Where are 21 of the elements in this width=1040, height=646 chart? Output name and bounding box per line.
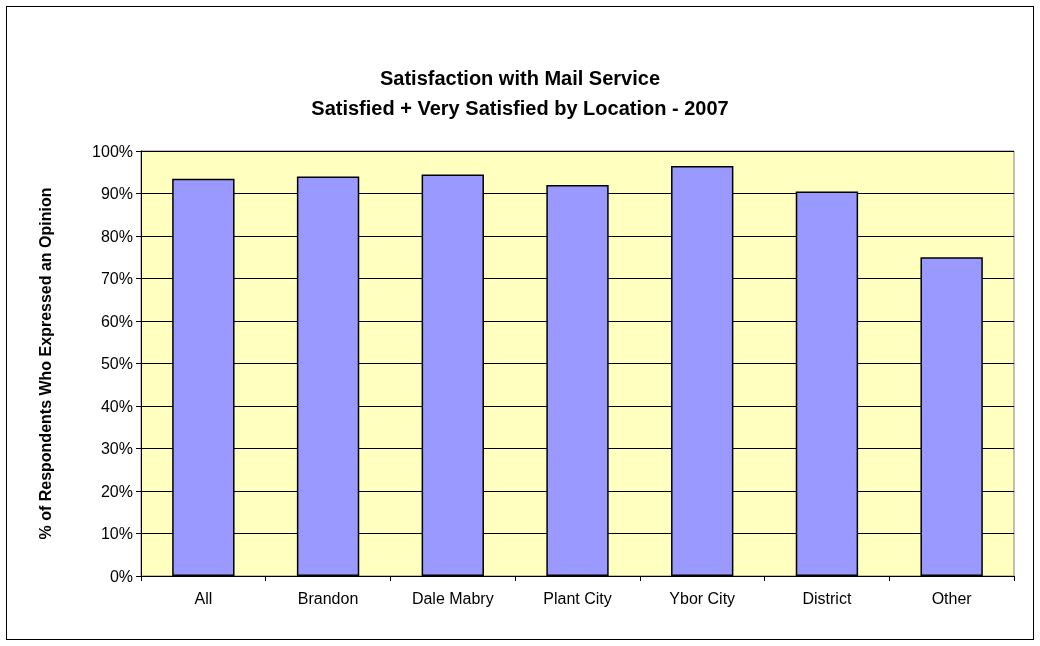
x-tick-label: Plant City: [543, 589, 612, 607]
x-tick-label: All: [194, 589, 213, 607]
x-tick-label: Dale Mabry: [411, 589, 494, 607]
y-tick-label: 80%: [100, 227, 133, 245]
y-tick-label: 100%: [92, 142, 133, 160]
y-tick-label: 90%: [100, 185, 133, 202]
chart-subtitle: Satisfied + Very Satisfied by Location - 2007: [311, 97, 729, 119]
chart-title: Satisfaction with Mail Service: [379, 67, 661, 89]
y-axis-title: % of Respondents Who Expressed an Opinion: [36, 187, 54, 540]
y-tick-label: 0%: [109, 567, 133, 585]
x-tick-label: District: [802, 589, 852, 607]
y-tick-label: 30%: [100, 440, 133, 457]
y-tick-label: 50%: [100, 355, 133, 372]
x-tick-label: Other: [931, 589, 973, 607]
x-tick-label: Brandon: [297, 589, 359, 607]
y-tick-label: 10%: [100, 525, 133, 542]
y-tick-label: 20%: [100, 482, 133, 500]
x-tick-label: Ybor City: [669, 589, 736, 607]
y-tick-label: 70%: [100, 270, 133, 287]
y-tick-label: 60%: [100, 312, 133, 330]
y-tick-label: 40%: [100, 397, 133, 415]
